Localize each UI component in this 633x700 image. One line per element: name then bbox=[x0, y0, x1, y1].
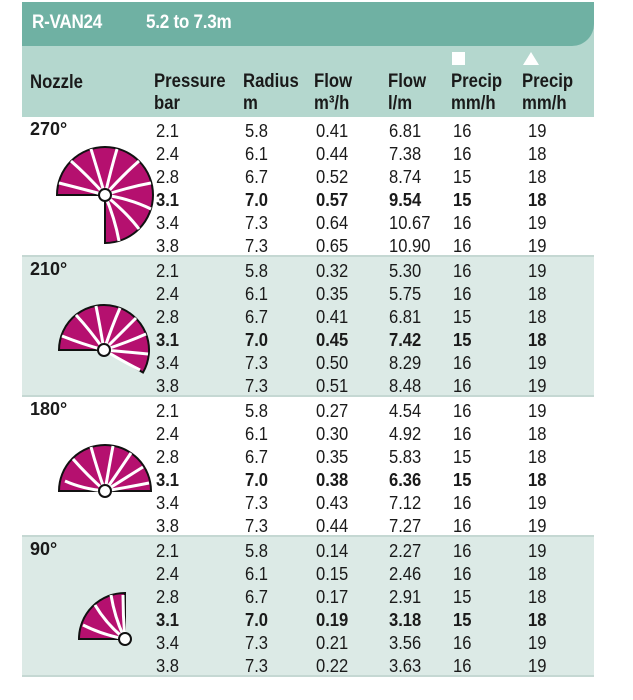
nozzle-270-icon bbox=[55, 146, 154, 245]
table-row: 2.4 6.1 0.15 2.46 16 18 bbox=[156, 564, 547, 584]
nozzle-90-icon bbox=[77, 591, 132, 646]
table-row: 3.8 7.3 0.65 10.90 16 19 bbox=[156, 236, 547, 256]
nozzle-angle: 210° bbox=[30, 259, 68, 279]
table-row: 2.1 5.8 0.32 5.30 16 19 bbox=[156, 261, 547, 281]
section-divider bbox=[22, 535, 594, 537]
table-row-recommended: 3.1 7.0 0.57 9.54 15 18 bbox=[156, 190, 547, 210]
triangle-spacing-icon bbox=[523, 52, 539, 65]
header-nozzle: Nozzle bbox=[30, 72, 83, 93]
table-row-recommended: 3.1 7.0 0.38 6.36 15 18 bbox=[156, 470, 547, 490]
header-flow-lm: Flow l/m bbox=[388, 71, 427, 114]
table-row: 2.8 6.7 0.52 8.74 15 18 bbox=[156, 167, 547, 187]
table-row: 3.8 7.3 0.44 7.27 16 19 bbox=[156, 516, 547, 536]
table-row: 2.4 6.1 0.44 7.38 16 18 bbox=[156, 144, 547, 164]
table-row: 3.4 7.3 0.21 3.56 16 19 bbox=[156, 633, 547, 653]
table-row-recommended: 3.1 7.0 0.19 3.18 15 18 bbox=[156, 610, 547, 630]
table-row: 2.8 6.7 0.17 2.91 15 18 bbox=[156, 587, 547, 607]
nozzle-angle: 180° bbox=[30, 399, 68, 419]
section-210: 210° 2.1 5.8 0.32 5.30 16 19 2.4 bbox=[22, 257, 594, 397]
section-divider bbox=[22, 255, 594, 257]
section-divider bbox=[22, 675, 594, 677]
table-row: 2.1 5.8 0.41 6.81 16 19 bbox=[156, 121, 547, 141]
header-radius: Radius m bbox=[243, 71, 299, 114]
table-row: 3.8 7.3 0.22 3.63 16 19 bbox=[156, 656, 547, 676]
square-spacing-icon bbox=[452, 52, 465, 65]
nozzle-180-icon bbox=[57, 444, 153, 498]
table-row: 3.8 7.3 0.51 8.48 16 19 bbox=[156, 376, 547, 396]
table-row: 3.4 7.3 0.50 8.29 16 19 bbox=[156, 353, 547, 373]
section-divider bbox=[22, 395, 594, 397]
header-precip-triangle: Precip mm/h bbox=[522, 71, 574, 114]
model-name: R-VAN24 bbox=[32, 12, 103, 33]
table-row: 2.4 6.1 0.30 4.92 16 18 bbox=[156, 424, 547, 444]
table-row: 3.4 7.3 0.43 7.12 16 19 bbox=[156, 493, 547, 513]
nozzle-angle: 270° bbox=[30, 119, 68, 139]
table-row-recommended: 3.1 7.0 0.45 7.42 15 18 bbox=[156, 330, 547, 350]
section-270: 270° 2.1 5.8 0.41 6.81 16 19 bbox=[22, 117, 594, 257]
header-flow-m3h: Flow m³/h bbox=[314, 71, 353, 114]
nozzle-210-icon bbox=[57, 304, 150, 374]
radius-range: 5.2 to 7.3m bbox=[146, 12, 232, 33]
header-precip-square: Precip mm/h bbox=[451, 71, 503, 114]
table-row: 3.4 7.3 0.64 10.67 16 19 bbox=[156, 213, 547, 233]
nozzle-angle: 90° bbox=[30, 539, 58, 559]
title-band: R-VAN24 5.2 to 7.3m bbox=[22, 2, 594, 46]
table-row: 2.8 6.7 0.41 6.81 15 18 bbox=[156, 307, 547, 327]
table-row: 2.1 5.8 0.14 2.27 16 19 bbox=[156, 541, 547, 561]
table-row: 2.8 6.7 0.35 5.83 15 18 bbox=[156, 447, 547, 467]
table-row: 2.4 6.1 0.35 5.75 16 18 bbox=[156, 284, 547, 304]
section-90: 90° 2.1 5.8 0.14 2.27 16 19 2.4 6.1 0.15… bbox=[22, 537, 594, 677]
header-pressure: Pressure bar bbox=[154, 71, 226, 114]
section-180: 180° 2.1 5.8 0.27 4.54 16 19 2.4 6.1 bbox=[22, 397, 594, 537]
table-row: 2.1 5.8 0.27 4.54 16 19 bbox=[156, 401, 547, 421]
